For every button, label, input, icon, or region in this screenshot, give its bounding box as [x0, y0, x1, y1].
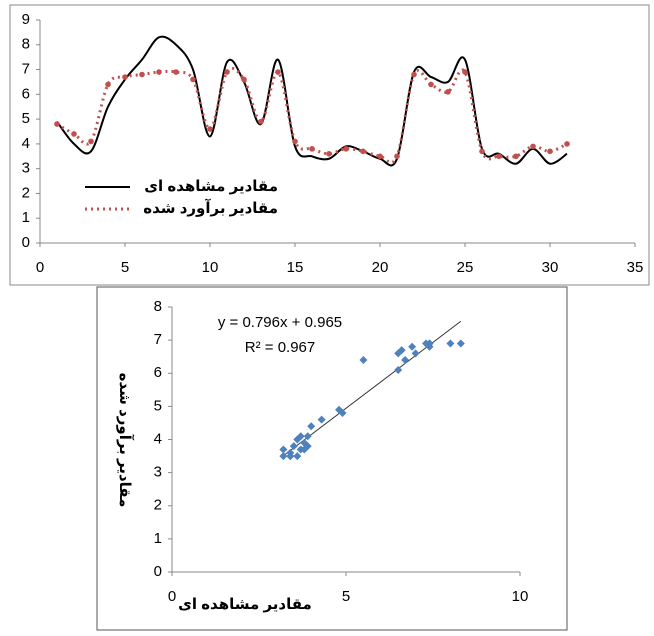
point — [293, 452, 302, 461]
y-tick-label: 8 — [154, 298, 162, 315]
point — [394, 153, 400, 160]
point — [105, 81, 111, 88]
x-axis-label: مقادیر مشاهده ای — [178, 596, 312, 613]
point — [401, 356, 410, 364]
point — [224, 69, 230, 75]
x-tick-label: 10 — [512, 588, 529, 605]
point — [496, 153, 502, 160]
point — [300, 438, 309, 447]
y-tick-label: 1 — [154, 530, 162, 547]
x-tick-label: 0 — [168, 588, 176, 605]
y-tick-label: 1 — [22, 209, 30, 226]
x-tick-label: 20 — [372, 259, 389, 276]
point — [456, 339, 465, 348]
y-tick-label: 4 — [154, 430, 162, 447]
point — [394, 365, 403, 374]
point — [335, 405, 344, 414]
point — [156, 69, 162, 75]
x-tick-label: 35 — [627, 259, 644, 276]
point — [303, 432, 312, 441]
y-tick-label: 0 — [154, 563, 162, 580]
point — [326, 151, 332, 157]
point — [479, 148, 485, 155]
y-tick-label: 4 — [22, 135, 30, 152]
point — [343, 146, 349, 152]
point — [190, 76, 196, 83]
point — [547, 148, 553, 155]
point — [88, 138, 94, 145]
y-tick-label: 5 — [154, 397, 162, 414]
legend-label: مقادیر برآورد شده — [143, 199, 278, 217]
y-tick-label: 7 — [154, 331, 162, 348]
point — [54, 121, 60, 127]
point — [307, 422, 316, 431]
point — [279, 452, 288, 461]
y-tick-label: 6 — [22, 85, 30, 102]
point — [309, 146, 315, 152]
annotation: y = 0.796x + 0.965 — [218, 314, 342, 331]
x-tick-label: 0 — [36, 259, 44, 276]
point — [286, 452, 295, 461]
y-tick-label: 2 — [154, 497, 162, 514]
point — [317, 415, 326, 424]
point — [279, 445, 288, 454]
point — [293, 435, 302, 444]
point — [411, 71, 417, 78]
point — [564, 141, 570, 147]
x-tick-label: 10 — [202, 259, 219, 276]
y-tick-label: 6 — [154, 364, 162, 381]
x-tick-label: 5 — [342, 588, 350, 605]
y-tick-label: 7 — [22, 61, 30, 78]
y-tick-label: 8 — [22, 36, 30, 53]
y-tick-label: 2 — [22, 184, 30, 201]
point — [289, 442, 298, 451]
x-tick-label: 15 — [287, 259, 304, 276]
point — [394, 349, 403, 358]
point — [292, 138, 298, 145]
point — [300, 445, 309, 454]
x-tick-label: 5 — [121, 259, 129, 276]
legend-label: مقادیر مشاهده ای — [144, 178, 278, 195]
point — [241, 76, 247, 83]
point — [122, 74, 128, 80]
point — [275, 69, 281, 75]
point — [139, 71, 145, 78]
point — [377, 153, 383, 160]
y-axis-label: مقادیر برآورد شده — [116, 373, 134, 508]
point — [258, 118, 264, 125]
y-tick-label: 3 — [154, 464, 162, 481]
chart1-frame — [9, 4, 650, 286]
point — [408, 342, 417, 351]
x-tick-label: 30 — [542, 259, 559, 276]
point — [530, 143, 536, 150]
point — [462, 69, 468, 75]
point — [513, 153, 519, 160]
point — [207, 126, 213, 132]
point — [71, 131, 77, 137]
y-tick-label: 3 — [22, 160, 30, 177]
y-tick-label: 0 — [22, 234, 30, 251]
chart2-frame — [96, 286, 568, 631]
point — [173, 69, 179, 75]
point — [445, 89, 451, 95]
point — [360, 148, 366, 155]
y-tick-label: 5 — [22, 110, 30, 127]
point — [425, 339, 434, 348]
point — [446, 339, 455, 348]
point — [359, 356, 368, 364]
point — [428, 81, 434, 88]
point — [411, 349, 420, 358]
y-tick-label: 9 — [22, 11, 30, 28]
annotation: R² = 0.967 — [245, 339, 315, 356]
x-tick-label: 25 — [457, 259, 474, 276]
